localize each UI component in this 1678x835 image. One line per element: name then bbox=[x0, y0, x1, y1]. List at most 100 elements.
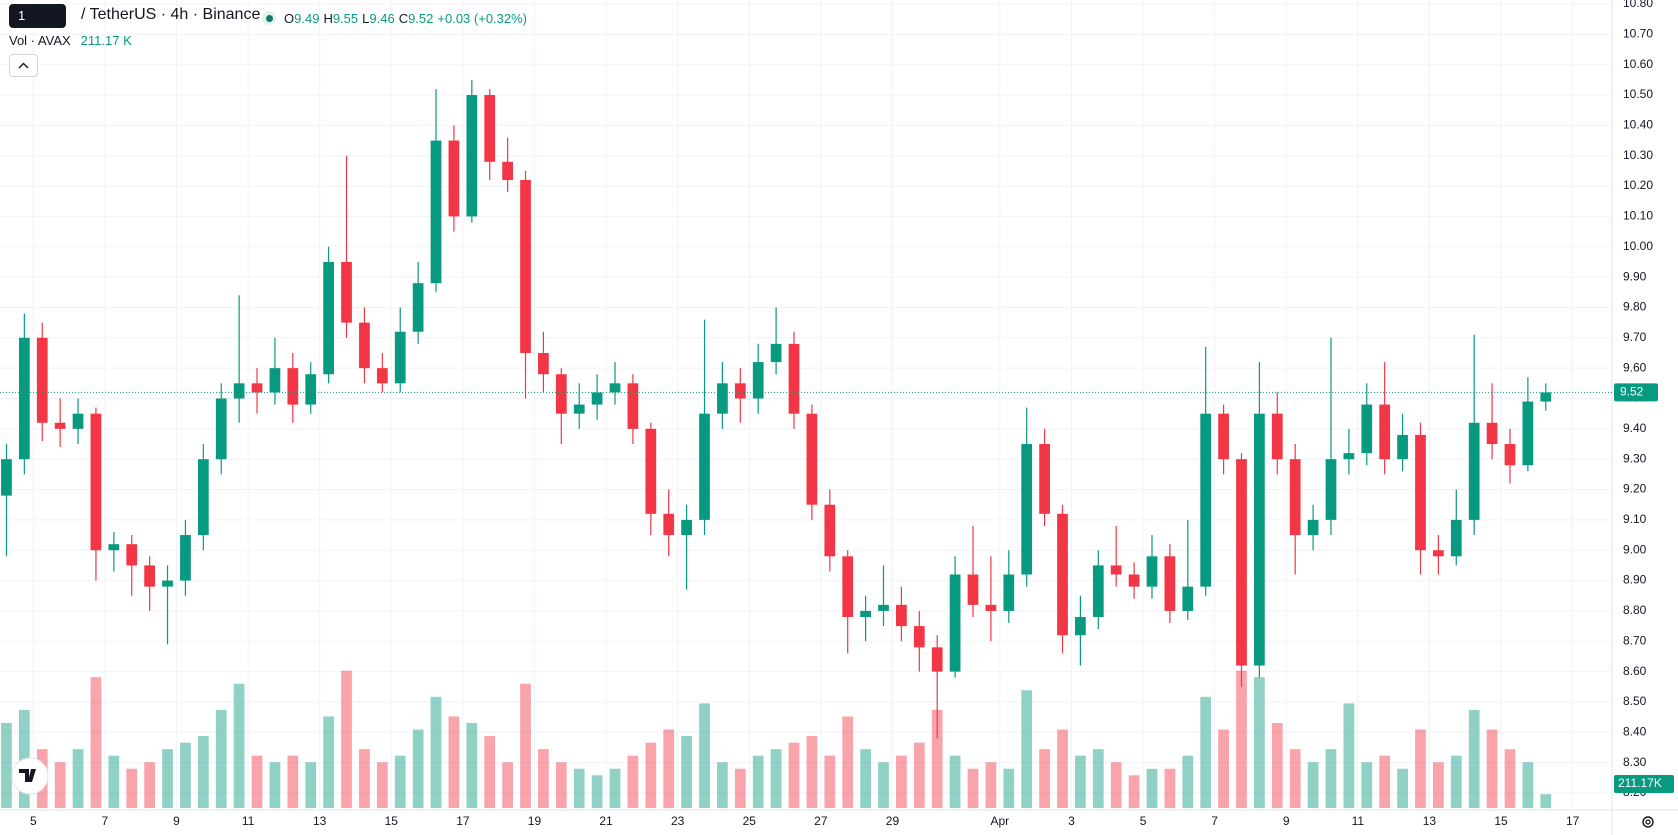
candle-body bbox=[752, 362, 764, 399]
y-tick-label: 10.60 bbox=[1623, 57, 1653, 71]
candle-body bbox=[538, 352, 549, 375]
volume-bar bbox=[931, 709, 943, 808]
candle-body bbox=[305, 374, 317, 405]
candle-body bbox=[717, 383, 728, 414]
candle-body bbox=[1039, 444, 1050, 514]
y-tick-label: 9.80 bbox=[1623, 300, 1647, 314]
volume-bar bbox=[860, 749, 871, 808]
candle-body bbox=[699, 413, 710, 520]
volume-bar bbox=[627, 755, 639, 808]
candle-body bbox=[627, 383, 639, 429]
volume-bar bbox=[842, 716, 854, 808]
volume-bar bbox=[484, 736, 496, 808]
y-tick-label: 9.70 bbox=[1623, 330, 1647, 344]
volume-bar bbox=[54, 762, 66, 808]
volume-bar bbox=[1128, 775, 1140, 808]
volume-bar bbox=[609, 768, 621, 808]
y-tick-label: 10.00 bbox=[1623, 239, 1653, 253]
volume-bar bbox=[162, 749, 173, 808]
x-tick-label: 17 bbox=[1566, 814, 1580, 828]
volume-bar bbox=[806, 736, 818, 808]
candle-body bbox=[1397, 434, 1408, 460]
candle-body bbox=[376, 368, 388, 384]
volume-bar bbox=[197, 736, 209, 808]
volume-bar bbox=[1450, 755, 1462, 808]
volume-bar bbox=[645, 742, 657, 808]
candle-body bbox=[126, 544, 138, 566]
candle-body bbox=[1289, 459, 1301, 536]
candle-body bbox=[162, 580, 173, 587]
x-tick-label: 19 bbox=[528, 814, 542, 828]
volume-bar bbox=[72, 749, 84, 808]
candle-body bbox=[1343, 453, 1355, 460]
ohlc-value: 9.46 bbox=[369, 11, 395, 26]
candle-body bbox=[1182, 586, 1194, 611]
x-tick-label: 9 bbox=[1283, 814, 1290, 828]
ohlc-key: H bbox=[323, 11, 333, 26]
candle-body bbox=[1325, 459, 1337, 520]
volume-bar bbox=[1361, 762, 1373, 808]
volume-bar bbox=[538, 749, 549, 808]
y-tick-label: 8.70 bbox=[1623, 633, 1647, 647]
candle-body bbox=[1236, 459, 1247, 666]
volume-bar bbox=[394, 755, 406, 808]
candle-body bbox=[931, 647, 943, 672]
candle-body bbox=[645, 428, 657, 514]
volume-bar bbox=[287, 755, 299, 808]
x-tick-label: 23 bbox=[671, 814, 685, 828]
volume-bar bbox=[1, 723, 12, 808]
volume-badge-label: 211.17K bbox=[1618, 776, 1662, 790]
y-tick-label: 8.40 bbox=[1623, 724, 1647, 738]
candle-body bbox=[663, 513, 675, 536]
chevron-icon bbox=[18, 62, 29, 69]
volume-bar bbox=[717, 762, 728, 808]
candle-body bbox=[1486, 422, 1498, 445]
volume-bar bbox=[1003, 768, 1015, 808]
volume-bar bbox=[1254, 677, 1265, 808]
candle-body bbox=[251, 383, 263, 393]
volume-bar bbox=[1146, 768, 1158, 808]
volume-bar bbox=[591, 775, 603, 808]
candle-body bbox=[108, 544, 120, 551]
candle-body bbox=[215, 398, 227, 460]
collapse-button[interactable] bbox=[9, 54, 38, 77]
candle-body bbox=[967, 574, 979, 605]
candle-body bbox=[1254, 413, 1265, 666]
y-tick-label: 9.10 bbox=[1623, 512, 1647, 526]
candle-body bbox=[1307, 519, 1319, 536]
volume-bar bbox=[144, 762, 156, 808]
volume-bar bbox=[1218, 729, 1229, 808]
volume-bar bbox=[770, 749, 782, 808]
candle-body bbox=[1200, 413, 1212, 587]
y-tick-label: 9.60 bbox=[1623, 360, 1647, 374]
y-tick-label: 9.40 bbox=[1623, 421, 1647, 435]
candle-body bbox=[72, 413, 84, 429]
volume-bar bbox=[466, 723, 478, 808]
settings-button[interactable] bbox=[1642, 816, 1654, 828]
volume-bar bbox=[215, 709, 227, 808]
volume-bar bbox=[1397, 768, 1408, 808]
ohlc-value: 9.52 bbox=[408, 11, 434, 26]
volume-bar bbox=[251, 755, 263, 808]
symbol-title[interactable]: / TetherUS · 4h · Binance bbox=[81, 6, 261, 23]
x-tick-label: 27 bbox=[814, 814, 828, 828]
x-tick-label: 11 bbox=[1352, 814, 1365, 828]
candle-body bbox=[412, 283, 424, 332]
volume-bar bbox=[430, 696, 442, 808]
y-tick-label: 8.90 bbox=[1623, 573, 1647, 587]
volume-bar bbox=[90, 677, 102, 808]
candle-body bbox=[896, 604, 907, 627]
volume-bar bbox=[359, 749, 370, 808]
x-tick-label: 15 bbox=[385, 814, 399, 828]
volume-bar bbox=[967, 768, 979, 808]
candle-body bbox=[1092, 565, 1104, 617]
volume-bar bbox=[734, 768, 746, 808]
candle-body bbox=[1433, 550, 1444, 557]
volume-bar bbox=[1164, 768, 1176, 808]
y-tick-label: 10.70 bbox=[1623, 27, 1653, 41]
volume-bar bbox=[555, 762, 567, 808]
ohlc-key: O bbox=[284, 11, 295, 26]
y-tick-label: 10.20 bbox=[1623, 178, 1653, 192]
candle-body bbox=[502, 161, 513, 181]
